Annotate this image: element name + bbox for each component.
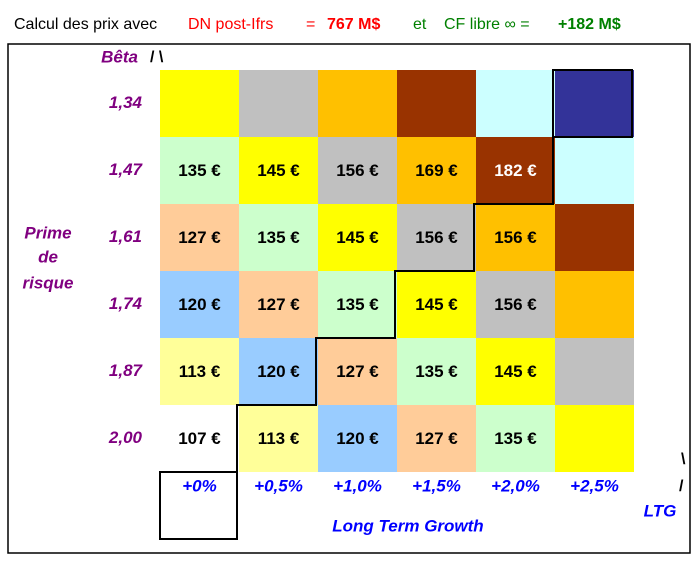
row-label: 1,87 (109, 361, 144, 380)
cell-value: 135 € (494, 429, 537, 448)
header-eq: = (306, 16, 315, 33)
cell (476, 338, 555, 405)
cell (160, 271, 239, 338)
cell (318, 204, 397, 271)
cell (160, 137, 239, 204)
cell-value: 135 € (415, 362, 458, 381)
cell (476, 204, 555, 271)
cell (476, 137, 555, 204)
cell-value: 156 € (415, 228, 458, 247)
col-label: +2,5% (570, 476, 619, 495)
cell (397, 204, 476, 271)
cell-value: 169 € (415, 161, 458, 180)
cell-value: 120 € (336, 429, 379, 448)
cell (476, 271, 555, 338)
cell-value: 156 € (494, 295, 537, 314)
cell-value: 135 € (257, 228, 300, 247)
staircase (159, 69, 633, 540)
cell (555, 338, 634, 405)
cell (397, 271, 476, 338)
cell-value: 156 € (336, 161, 379, 180)
cell (555, 70, 634, 137)
cell (239, 137, 318, 204)
side-title: Prime (24, 223, 71, 242)
row-label: 2,00 (108, 428, 143, 447)
cell-value: 135 € (336, 295, 379, 314)
row-slash: / \ (150, 49, 164, 66)
cell-value: 145 € (494, 362, 537, 381)
cell-value: 145 € (415, 295, 458, 314)
cell (555, 137, 634, 204)
col-short: LTG (644, 501, 677, 520)
cell (397, 405, 476, 472)
cell (555, 204, 634, 271)
cell (397, 137, 476, 204)
header-intro: Calcul des prix avec (14, 16, 157, 33)
cell-value: 156 € (494, 228, 537, 247)
col-label: +1,5% (412, 476, 461, 495)
row-label: 1,61 (109, 227, 142, 246)
frame (7, 43, 691, 554)
row-label: 1,34 (109, 93, 143, 112)
header-cf-value: +182 M$ (558, 16, 621, 33)
col-label: +0% (182, 476, 217, 495)
cell-value: 182 € (494, 161, 537, 180)
cell-value: 145 € (336, 228, 379, 247)
side-title: risque (22, 273, 73, 292)
cell-value: 120 € (257, 362, 300, 381)
cell (239, 338, 318, 405)
cell (476, 405, 555, 472)
cell-value: 113 € (258, 429, 300, 448)
cell (318, 70, 397, 137)
row-label: 1,74 (109, 294, 143, 313)
cell-value: 145 € (257, 161, 300, 180)
cell-value: 127 € (415, 429, 458, 448)
cell (160, 405, 239, 472)
cell (160, 204, 239, 271)
cell (318, 338, 397, 405)
header-et: et (413, 16, 427, 33)
header-dn: DN post-Ifrs (188, 16, 273, 33)
header-dn-value: 767 M$ (327, 16, 380, 33)
cell (397, 70, 476, 137)
cell-value: 113 € (179, 362, 221, 381)
cell (318, 137, 397, 204)
cell (239, 70, 318, 137)
cell-value: 107 € (178, 429, 221, 448)
cell (555, 271, 634, 338)
cell (318, 405, 397, 472)
cell (555, 405, 634, 472)
cell (476, 70, 555, 137)
col-title: Long Term Growth (332, 516, 483, 535)
col-label: +1,0% (333, 476, 382, 495)
col-label: +0,5% (254, 476, 303, 495)
cell (239, 271, 318, 338)
cell (160, 70, 239, 137)
cell (318, 271, 397, 338)
cell-value: 135 € (178, 161, 221, 180)
cell (160, 338, 239, 405)
side-title: de (38, 247, 58, 266)
cell (397, 338, 476, 405)
row-title: Bêta (101, 47, 138, 66)
col-label: +2,0% (491, 476, 540, 495)
cell-value: 127 € (336, 362, 379, 381)
cell-value: 127 € (257, 295, 300, 314)
grid: 135 € 145 € 156 € 169 € 182 € 127 € 135 € 145 €… (160, 70, 634, 472)
row-label: 1,47 (109, 160, 144, 179)
cell-value: 120 € (178, 295, 221, 314)
cell-value: 127 € (178, 228, 221, 247)
back-slash: \ (681, 451, 686, 468)
cell (239, 405, 318, 472)
cell (239, 204, 318, 271)
fwd-slash: / (679, 478, 684, 495)
header-cf: CF libre ∞ = (444, 16, 530, 33)
